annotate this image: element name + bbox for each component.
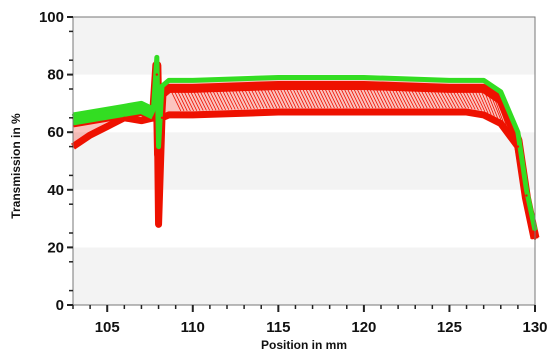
x-tick-label: 105 xyxy=(95,319,120,336)
background-band xyxy=(73,247,535,305)
y-tick-label: 0 xyxy=(56,297,64,314)
plot-area-frame xyxy=(72,16,536,306)
data-point xyxy=(160,84,164,88)
data-point xyxy=(140,119,143,122)
data-point xyxy=(123,116,126,120)
data-point xyxy=(362,110,366,114)
background-band xyxy=(73,132,535,190)
background-band xyxy=(73,189,535,248)
data-point xyxy=(88,133,92,137)
series-band-area xyxy=(73,57,535,239)
data-point xyxy=(155,73,159,76)
x-axis: 105 110 115 120 125 130 xyxy=(72,305,548,336)
data-point xyxy=(88,110,92,114)
data-point xyxy=(157,145,160,148)
y-tick-label: 40 xyxy=(47,182,64,199)
data-point xyxy=(167,79,171,82)
data-point xyxy=(277,110,280,114)
series-layer xyxy=(71,54,540,240)
x-tick-label: 110 xyxy=(181,319,205,336)
x-tick-label: 125 xyxy=(437,319,462,336)
data-point xyxy=(362,76,366,79)
data-point xyxy=(525,194,528,197)
data-point xyxy=(516,145,520,148)
data-point xyxy=(465,110,468,114)
data-point xyxy=(123,105,126,108)
data-point xyxy=(140,102,143,105)
series-upper-left-band xyxy=(72,104,156,126)
data-point xyxy=(152,116,155,120)
y-tick-label: 100 xyxy=(39,9,64,26)
background-band xyxy=(73,17,535,75)
data-point xyxy=(277,76,280,79)
background-bands xyxy=(73,17,535,305)
data-point xyxy=(106,107,109,111)
series-upper-line xyxy=(72,54,538,231)
data-point xyxy=(152,107,155,111)
data-point xyxy=(465,79,468,82)
y-tick-label: 20 xyxy=(47,239,64,256)
y-tick-label: 80 xyxy=(47,67,64,84)
data-point xyxy=(499,90,502,94)
data-point xyxy=(167,113,171,117)
y-axis-label: Transmission in % xyxy=(9,113,23,219)
x-tick-label: 120 xyxy=(351,319,376,336)
y-tick-label: 60 xyxy=(47,124,64,141)
data-point xyxy=(160,116,164,120)
x-axis-label: Position in mm xyxy=(261,338,347,352)
data-point xyxy=(499,122,502,125)
data-point xyxy=(106,125,109,128)
data-point xyxy=(525,188,528,191)
x-tick-label: 115 xyxy=(266,319,290,336)
data-point xyxy=(482,79,485,82)
data-point xyxy=(155,56,159,59)
y-axis: 0 20 40 60 80 100 xyxy=(39,9,73,314)
data-point xyxy=(191,79,194,82)
data-point xyxy=(157,223,160,226)
data-point xyxy=(482,113,485,117)
data-point xyxy=(191,113,194,117)
data-point xyxy=(516,131,520,134)
data-point xyxy=(448,110,451,114)
x-tick-label: 130 xyxy=(522,319,547,336)
data-point xyxy=(448,79,451,82)
